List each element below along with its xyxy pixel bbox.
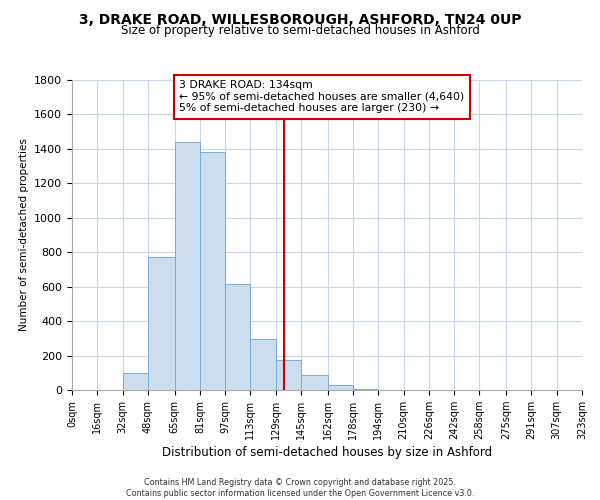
- Bar: [200, 152, 225, 390]
- Bar: [175, 142, 200, 390]
- Bar: [275, 360, 301, 390]
- Bar: [225, 284, 250, 390]
- Bar: [301, 376, 328, 390]
- Text: 3 DRAKE ROAD: 134sqm
← 95% of semi-detached houses are smaller (4,640)
5% of sem: 3 DRAKE ROAD: 134sqm ← 95% of semi-detac…: [179, 80, 464, 113]
- Bar: [122, 373, 148, 390]
- Text: 3, DRAKE ROAD, WILLESBOROUGH, ASHFORD, TN24 0UP: 3, DRAKE ROAD, WILLESBOROUGH, ASHFORD, T…: [79, 12, 521, 26]
- X-axis label: Distribution of semi-detached houses by size in Ashford: Distribution of semi-detached houses by …: [162, 446, 492, 459]
- Bar: [148, 256, 175, 390]
- Text: Contains HM Land Registry data © Crown copyright and database right 2025.
Contai: Contains HM Land Registry data © Crown c…: [126, 478, 474, 498]
- Bar: [328, 385, 353, 390]
- Y-axis label: Number of semi-detached properties: Number of semi-detached properties: [19, 138, 29, 332]
- Bar: [353, 389, 379, 390]
- Bar: [250, 339, 275, 390]
- Text: Size of property relative to semi-detached houses in Ashford: Size of property relative to semi-detach…: [121, 24, 479, 37]
